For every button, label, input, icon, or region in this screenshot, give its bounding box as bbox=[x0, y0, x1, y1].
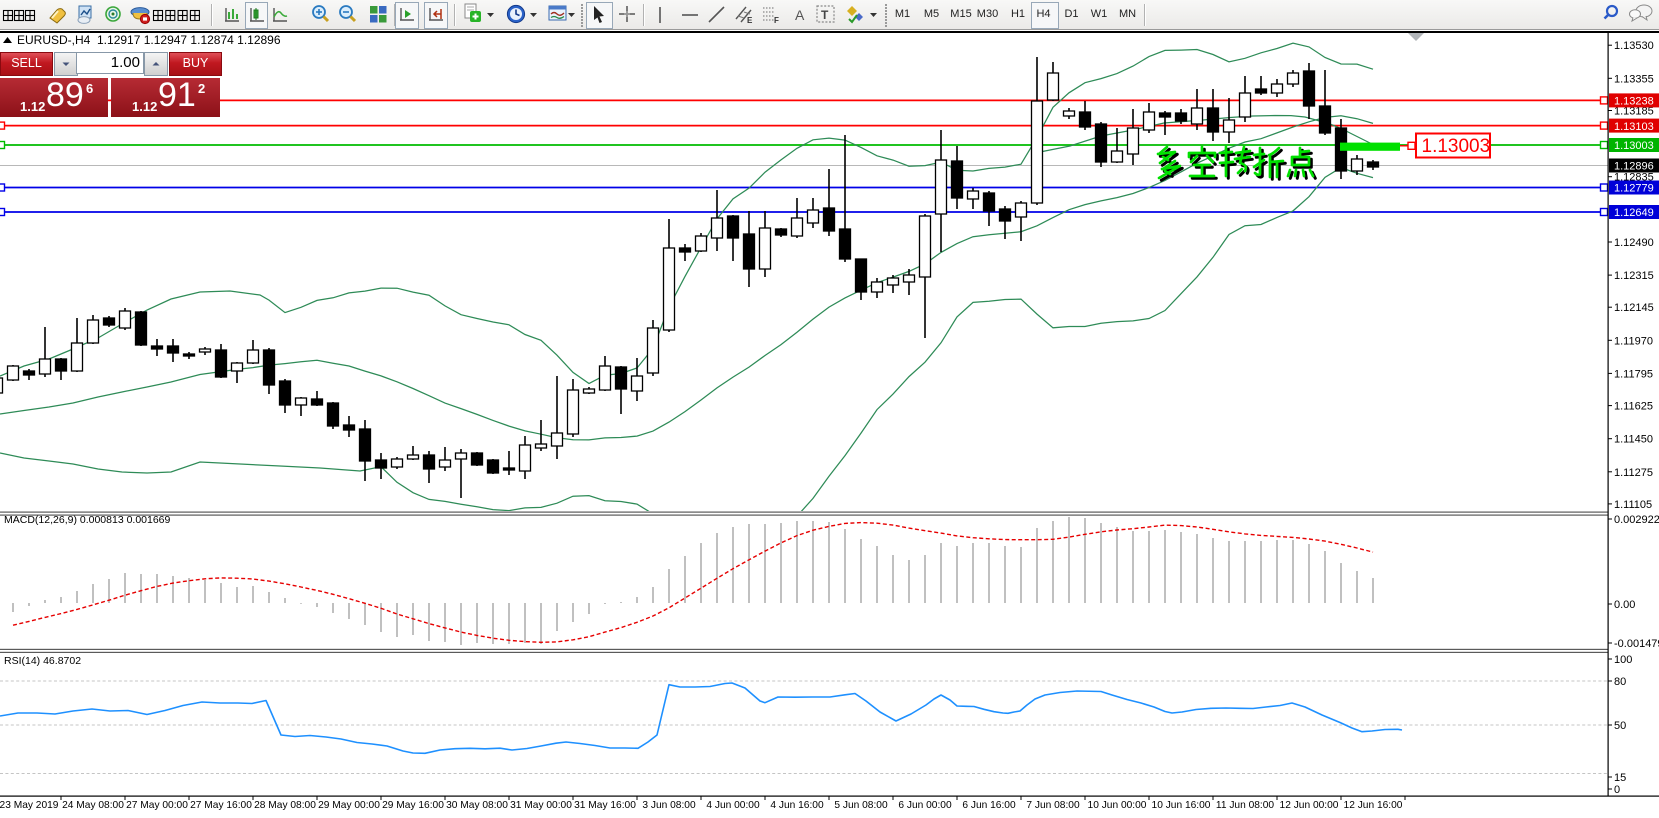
svg-text:1.12779: 1.12779 bbox=[1614, 183, 1654, 195]
svg-text:0.00: 0.00 bbox=[1614, 599, 1635, 611]
svg-text:A: A bbox=[795, 7, 805, 23]
svg-text:F: F bbox=[774, 16, 779, 25]
svg-text:5 Jun 08:00: 5 Jun 08:00 bbox=[834, 800, 888, 811]
svg-text:E: E bbox=[747, 16, 753, 25]
svg-text:31 May 00:00: 31 May 00:00 bbox=[510, 800, 572, 811]
svg-text:1.11970: 1.11970 bbox=[1614, 335, 1653, 347]
svg-text:1.13103: 1.13103 bbox=[1614, 121, 1654, 133]
svg-text:10 Jun 00:00: 10 Jun 00:00 bbox=[1088, 800, 1147, 811]
svg-text:RSI(14) 46.8702: RSI(14) 46.8702 bbox=[4, 655, 81, 667]
svg-text:1.12490: 1.12490 bbox=[1614, 237, 1654, 249]
svg-text:T: T bbox=[821, 8, 829, 22]
svg-text:1.12649: 1.12649 bbox=[1614, 207, 1654, 219]
svg-text:1.13355: 1.13355 bbox=[1614, 73, 1654, 85]
svg-text:1.11450: 1.11450 bbox=[1614, 434, 1653, 446]
svg-text:-0.001479: -0.001479 bbox=[1614, 638, 1659, 650]
svg-text:31 May 16:00: 31 May 16:00 bbox=[574, 800, 636, 811]
svg-text:28 May 08:00: 28 May 08:00 bbox=[254, 800, 316, 811]
svg-text:11 Jun 08:00: 11 Jun 08:00 bbox=[1216, 800, 1274, 811]
svg-text:1.13530: 1.13530 bbox=[1614, 40, 1654, 52]
svg-text:0: 0 bbox=[1614, 784, 1620, 796]
svg-text:50: 50 bbox=[1614, 720, 1626, 732]
svg-text:27 May 16:00: 27 May 16:00 bbox=[190, 800, 252, 811]
svg-text:27 May 00:00: 27 May 00:00 bbox=[126, 800, 188, 811]
svg-text:MACD(12,26,9) 0.000813 0.00166: MACD(12,26,9) 0.000813 0.001669 bbox=[4, 514, 171, 526]
svg-text:1.13003: 1.13003 bbox=[1614, 140, 1654, 152]
svg-text:29 May 16:00: 29 May 16:00 bbox=[382, 800, 444, 811]
svg-text:1.11795: 1.11795 bbox=[1614, 368, 1653, 380]
svg-text:24 May 08:00: 24 May 08:00 bbox=[62, 800, 124, 811]
svg-text:1.12145: 1.12145 bbox=[1614, 302, 1654, 314]
svg-text:1.12315: 1.12315 bbox=[1614, 270, 1654, 282]
svg-text:15: 15 bbox=[1614, 772, 1626, 784]
svg-text:1.11105: 1.11105 bbox=[1614, 499, 1652, 511]
svg-text:30 May 08:00: 30 May 08:00 bbox=[446, 800, 508, 811]
svg-text:3 Jun 08:00: 3 Jun 08:00 bbox=[642, 800, 696, 811]
svg-text:1.13185: 1.13185 bbox=[1614, 106, 1654, 118]
svg-text:1.13238: 1.13238 bbox=[1614, 96, 1654, 108]
svg-text:1.13003: 1.13003 bbox=[1422, 136, 1491, 157]
svg-text:4 Jun 00:00: 4 Jun 00:00 bbox=[706, 800, 760, 811]
svg-text:7 Jun 08:00: 7 Jun 08:00 bbox=[1026, 800, 1080, 811]
svg-text:0.002922: 0.002922 bbox=[1614, 514, 1659, 526]
svg-text:1.11275: 1.11275 bbox=[1614, 467, 1653, 479]
svg-text:12 Jun 00:00: 12 Jun 00:00 bbox=[1280, 800, 1339, 811]
svg-text:6 Jun 00:00: 6 Jun 00:00 bbox=[898, 800, 952, 811]
svg-text:12 Jun 16:00: 12 Jun 16:00 bbox=[1344, 800, 1403, 811]
svg-text:23 May 2019: 23 May 2019 bbox=[0, 800, 59, 811]
svg-text:1.11625: 1.11625 bbox=[1614, 401, 1653, 413]
svg-text:1.12896: 1.12896 bbox=[1614, 161, 1654, 173]
svg-text:100: 100 bbox=[1614, 654, 1632, 666]
svg-text:6 Jun 16:00: 6 Jun 16:00 bbox=[962, 800, 1016, 811]
svg-text:4 Jun 16:00: 4 Jun 16:00 bbox=[770, 800, 824, 811]
svg-text:10 Jun 16:00: 10 Jun 16:00 bbox=[1152, 800, 1211, 811]
svg-text:EURUSD-,H4 1.12917 1.12947 1.: EURUSD-,H4 1.12917 1.12947 1.12874 1.128… bbox=[17, 33, 281, 47]
svg-text:29 May 00:00: 29 May 00:00 bbox=[318, 800, 380, 811]
svg-text:80: 80 bbox=[1614, 676, 1626, 688]
